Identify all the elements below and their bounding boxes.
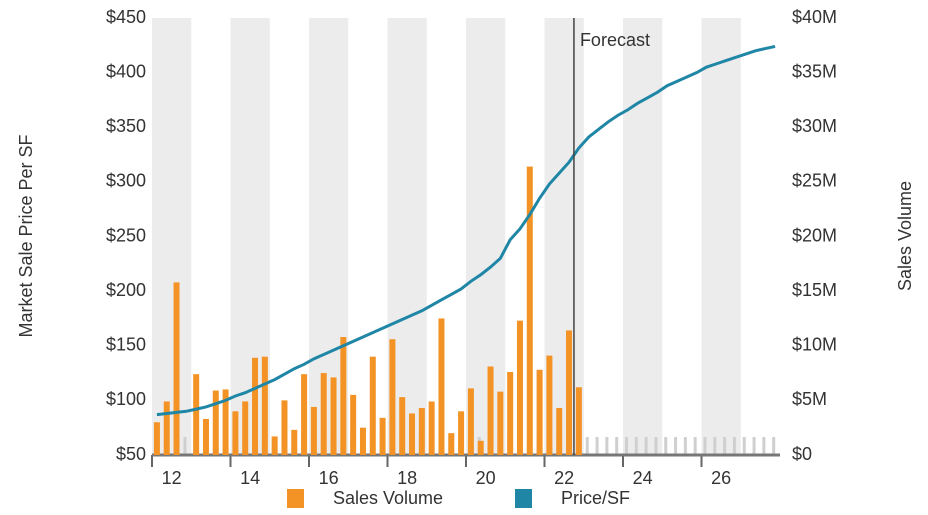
y2-tick-label: $10M — [792, 335, 837, 355]
bar — [566, 330, 573, 455]
bar — [575, 387, 582, 455]
bar — [173, 282, 180, 455]
bar — [242, 401, 249, 455]
y2-tick-label: $20M — [792, 225, 837, 245]
bar — [281, 400, 288, 455]
bar — [330, 377, 337, 455]
price-line — [156, 44, 776, 417]
bar — [350, 394, 357, 455]
x-tick-label: 24 — [633, 468, 653, 488]
x-tick-label: 14 — [240, 468, 260, 488]
bar — [193, 374, 200, 455]
bar — [438, 318, 445, 455]
x-tick-label: 12 — [162, 468, 182, 488]
year-band — [152, 18, 192, 455]
bar — [261, 356, 268, 455]
bar — [536, 369, 543, 455]
y2-tick-label: $35M — [792, 61, 837, 81]
x-tick-label: 18 — [397, 468, 417, 488]
bar — [232, 411, 239, 455]
y-tick-label: $450 — [106, 7, 146, 27]
bar — [556, 408, 563, 455]
bar — [252, 357, 259, 455]
bar — [497, 391, 504, 455]
bar — [310, 406, 317, 455]
y-tick-label: $400 — [106, 61, 146, 81]
y-tick-label: $350 — [106, 116, 146, 136]
x-tick-label: 20 — [476, 468, 496, 488]
forecast-label: Forecast — [580, 30, 650, 50]
y2-tick-label: $15M — [792, 280, 837, 300]
bar — [320, 373, 327, 455]
bar — [428, 401, 435, 455]
legend-swatch — [515, 489, 532, 508]
bar — [359, 427, 366, 455]
bar — [369, 356, 376, 455]
bar — [153, 422, 160, 455]
y-tick-label: $100 — [106, 389, 146, 409]
bar — [546, 355, 553, 455]
bar — [389, 339, 396, 455]
year-band — [466, 18, 506, 455]
bar — [467, 388, 474, 455]
baseline-hatch — [152, 437, 780, 455]
bar — [202, 418, 209, 455]
y2-tick-label: $5M — [792, 389, 827, 409]
y-tick-label: $300 — [106, 171, 146, 191]
bar — [487, 366, 494, 455]
x-tick-label: 26 — [711, 468, 731, 488]
bar — [409, 413, 416, 455]
y-tick-label: $200 — [106, 280, 146, 300]
legend-label: Sales Volume — [333, 488, 443, 508]
bar — [526, 166, 533, 455]
bar — [301, 374, 308, 455]
y2-tick-label: $30M — [792, 116, 837, 136]
year-band — [701, 18, 741, 455]
bar — [222, 389, 229, 455]
year-band — [623, 18, 663, 455]
y-tick-label: $250 — [106, 225, 146, 245]
bar — [163, 401, 170, 455]
bar — [399, 397, 406, 455]
bar — [516, 320, 523, 455]
bar — [418, 408, 425, 455]
y2-tick-label: $0 — [792, 444, 812, 464]
bar — [458, 411, 465, 455]
bar — [507, 371, 514, 455]
y2-tick-label: $25M — [792, 171, 837, 191]
bar — [271, 436, 278, 455]
legend-swatch — [287, 489, 304, 508]
bar — [291, 429, 298, 455]
x-tick-label: 22 — [554, 468, 574, 488]
y2-axis-title: Sales Volume — [895, 181, 915, 291]
y2-tick-label: $40M — [792, 7, 837, 27]
y-tick-label: $150 — [106, 335, 146, 355]
bar — [448, 433, 455, 455]
bar — [212, 390, 219, 455]
bar — [340, 337, 347, 455]
x-tick-label: 16 — [319, 468, 339, 488]
y-tick-label: $50 — [116, 444, 146, 464]
legend-label: Price/SF — [561, 488, 630, 508]
bar — [379, 417, 386, 455]
bar — [477, 440, 484, 455]
y-axis-title: Market Sale Price Per SF — [16, 134, 36, 337]
